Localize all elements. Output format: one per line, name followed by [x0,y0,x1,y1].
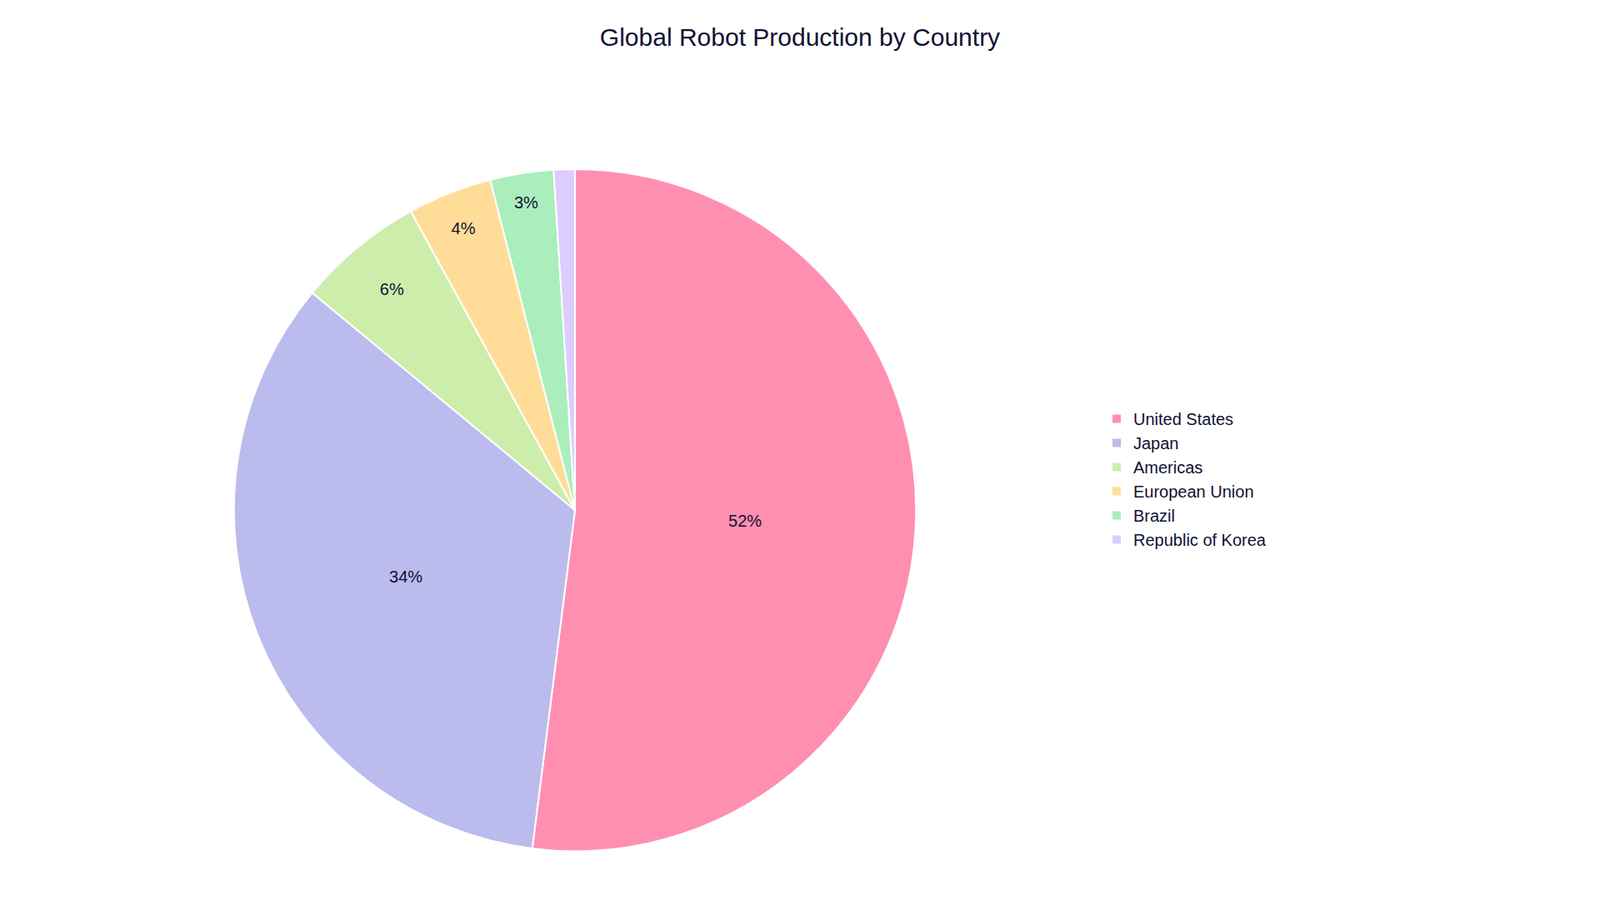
svg-text:Global Robot Production by Cou: Global Robot Production by Country [600,23,1000,51]
svg-text:European Union: European Union [1133,482,1255,501]
svg-text:4%: 4% [451,219,476,238]
svg-text:Republic of Korea: Republic of Korea [1133,530,1267,550]
svg-text:34%: 34% [389,567,423,586]
svg-text:Americas: Americas [1133,458,1203,477]
svg-text:United States: United States [1133,410,1234,429]
svg-text:Japan: Japan [1133,434,1180,453]
svg-text:6%: 6% [380,280,405,299]
svg-text:Brazil: Brazil [1133,506,1175,525]
svg-text:3%: 3% [514,193,539,212]
svg-text:52%: 52% [728,511,762,530]
